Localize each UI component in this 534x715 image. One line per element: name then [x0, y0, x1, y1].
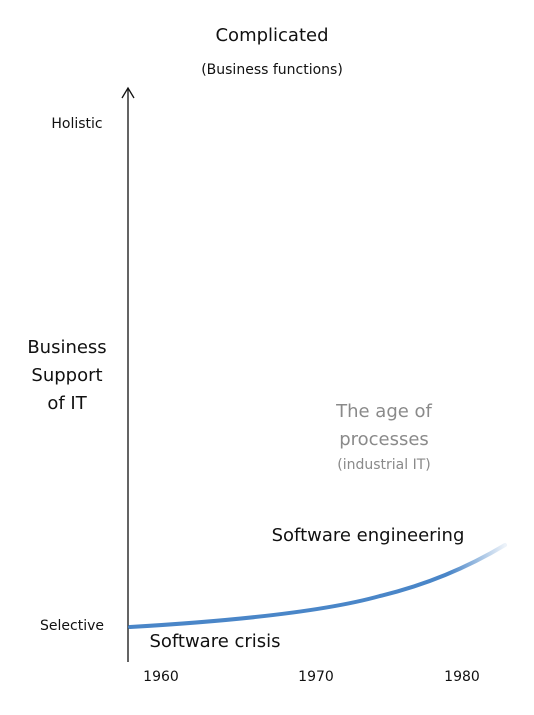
y-axis-label: of IT [47, 393, 87, 414]
lower-annotation: Software crisis [149, 631, 280, 652]
y-axis-arrow [121, 86, 135, 99]
y-bottom-label: Selective [40, 618, 104, 634]
x-label: 1970 [298, 669, 334, 685]
subtitle: (Business functions) [201, 62, 343, 78]
title: Complicated [215, 25, 328, 46]
y-axis-label: Business [27, 337, 106, 358]
upper-annotation: Software engineering [272, 525, 465, 546]
x-label: 1960 [143, 669, 179, 685]
x-label: 1980 [444, 669, 480, 685]
trend-curve [128, 543, 507, 629]
y-axis-label: Support [31, 365, 102, 386]
y-top-label: Holistic [51, 116, 102, 132]
era-label: processes [339, 429, 429, 450]
era-note: (industrial IT) [337, 457, 430, 473]
era-label: The age of [335, 401, 432, 422]
